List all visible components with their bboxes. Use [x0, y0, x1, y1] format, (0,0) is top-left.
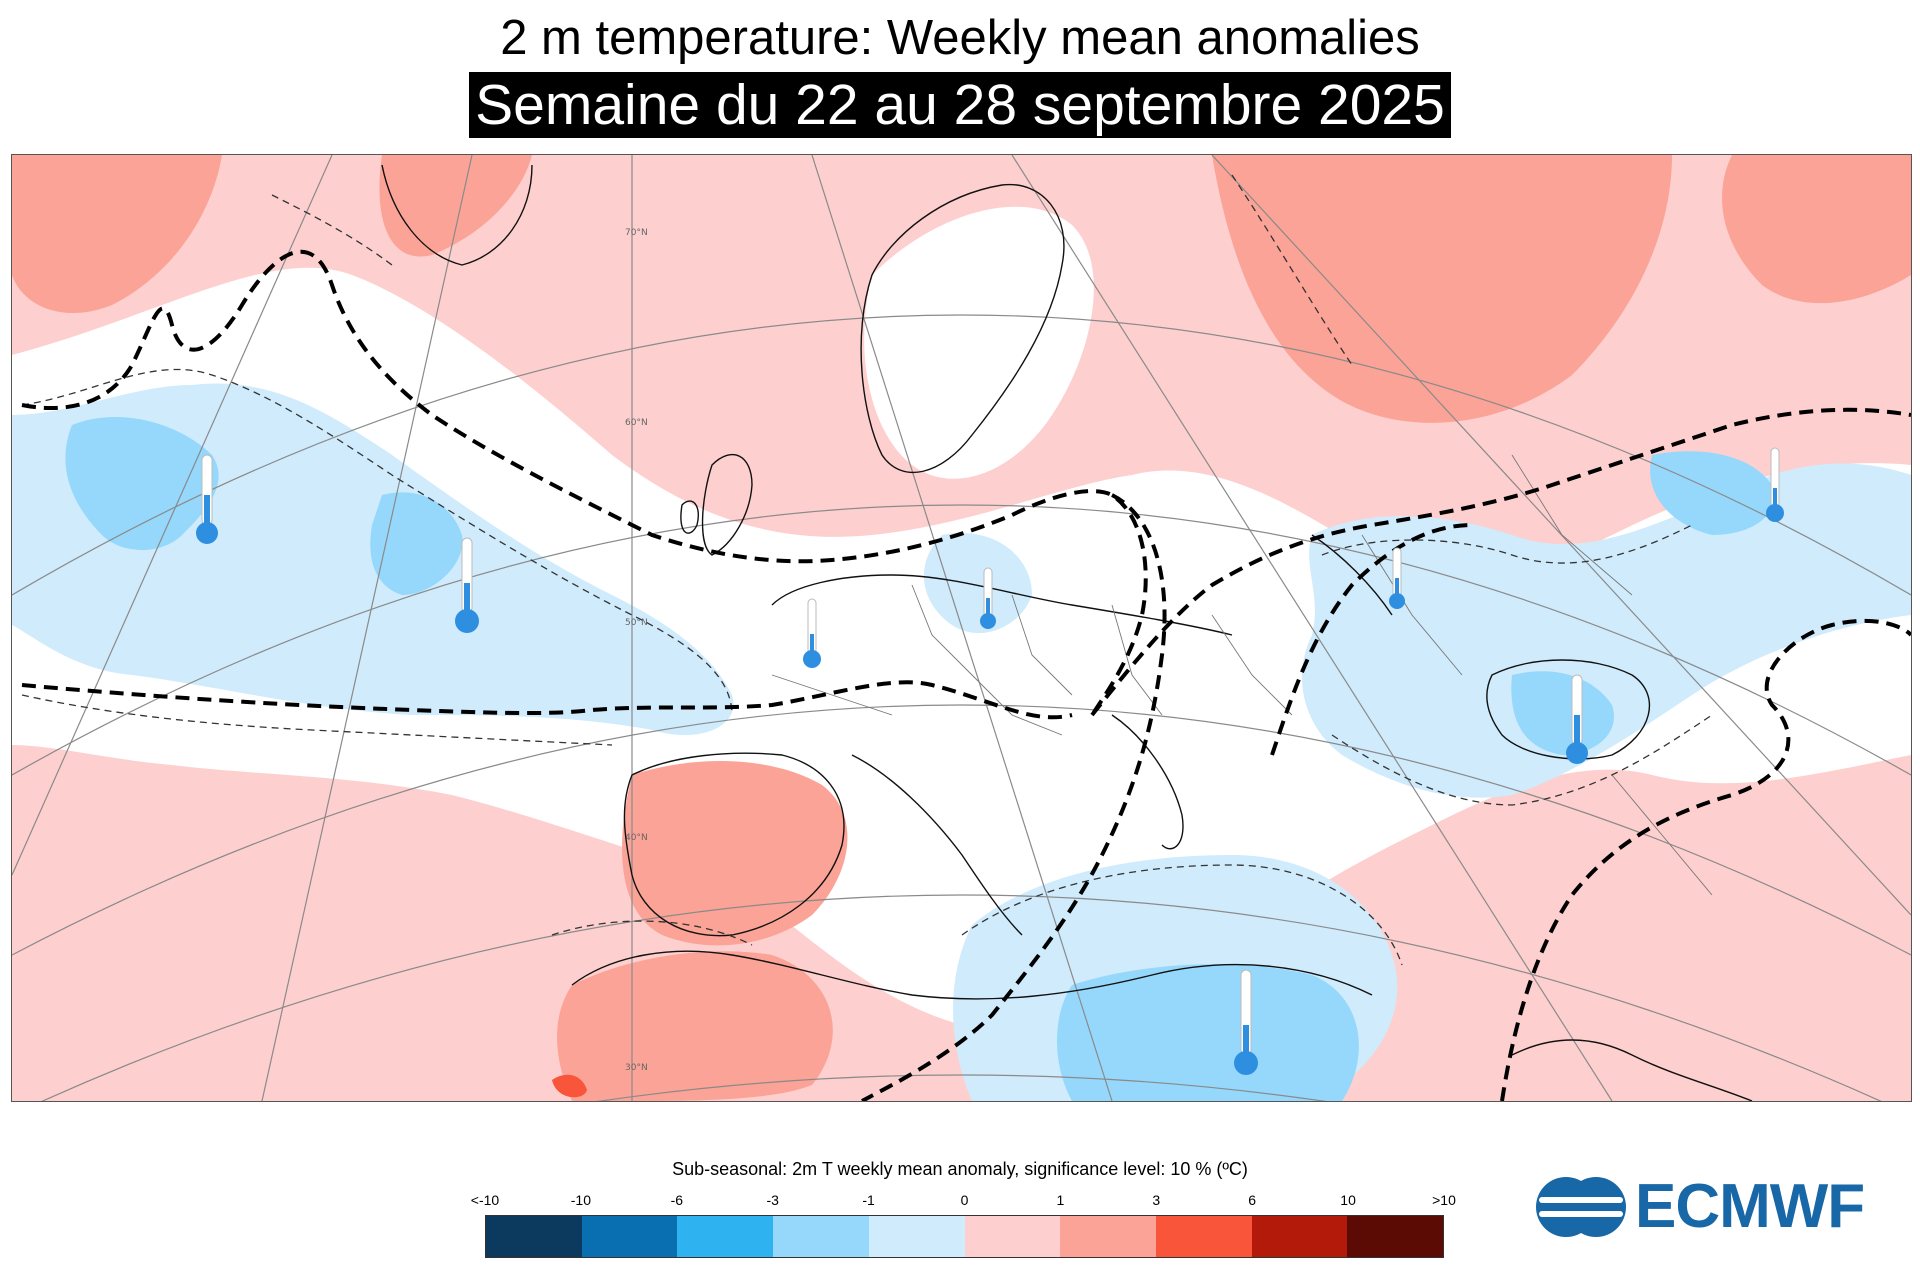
thermometer-cold-icon — [980, 567, 996, 629]
legend-tick: <-10 — [470, 1192, 500, 1208]
warm-region-siberia — [1722, 155, 1911, 304]
lat-label-40: 40°N — [625, 833, 648, 843]
ecmwf-logo-text: ECMWF — [1635, 1172, 1865, 1241]
warm-region-canada — [12, 155, 222, 314]
legend-tick: -10 — [570, 1192, 592, 1208]
legend-swatch — [964, 1216, 1061, 1257]
neutral-region-scandinavia — [864, 206, 1094, 479]
lat-label-60: 60°N — [625, 418, 648, 428]
legend-tick: -6 — [670, 1192, 684, 1208]
graticule — [12, 155, 1911, 1101]
warm-region-morocco — [557, 951, 833, 1101]
warm-region-sahara — [552, 1074, 587, 1098]
legend-colorbar — [485, 1215, 1444, 1258]
map-subtitle: Semaine du 22 au 28 septembre 2025 — [469, 72, 1451, 138]
thermometer-cold-icon — [1766, 447, 1784, 522]
cold-region-atlantic-core-2 — [370, 492, 463, 595]
anomaly-map: 70°N 60°N 50°N 40°N 30°N — [11, 154, 1912, 1102]
ecmwf-logo: ECMWF — [1535, 1172, 1895, 1242]
warm-region-middle-east — [1534, 842, 1911, 1101]
significance-contours — [21, 174, 1713, 966]
thermometer-cold-icon — [1234, 969, 1258, 1075]
warm-region-greenland — [379, 155, 532, 257]
lat-label-30: 30°N — [625, 1063, 648, 1073]
legend-tick: >10 — [1432, 1192, 1456, 1208]
subtitle-wrapper: Semaine du 22 au 28 septembre 2025 — [0, 72, 1920, 138]
thermometer-cold-icon — [1566, 674, 1588, 764]
cold-region-east — [1302, 463, 1911, 798]
thermometer-cold-icon — [455, 537, 479, 633]
legend-tick: 3 — [1152, 1192, 1161, 1208]
neutral-region-north — [12, 267, 1911, 1036]
legend-swatch — [1060, 1216, 1156, 1257]
lat-label-50: 50°N — [625, 618, 648, 628]
legend-tick: -1 — [862, 1192, 875, 1208]
cold-region-black-sea — [1511, 671, 1614, 755]
lat-label-70: 70°N — [625, 228, 648, 238]
legend-swatch — [868, 1216, 965, 1257]
thermometer-cold-icon — [803, 598, 821, 668]
legend-swatch — [1347, 1216, 1444, 1257]
map-canvas: 70°N 60°N 50°N 40°N 30°N — [12, 155, 1911, 1101]
legend-swatch — [1155, 1216, 1252, 1257]
cold-region-central-europe — [923, 533, 1032, 634]
thermometer-cold-icon — [196, 454, 218, 544]
cold-region-urals — [1650, 451, 1774, 535]
warm-region-iberia — [622, 761, 848, 946]
legend-tick: 6 — [1248, 1192, 1257, 1208]
map-title: 2 m temperature: Weekly mean anomalies — [500, 11, 1420, 65]
legend-tick: -3 — [766, 1192, 779, 1208]
cold-region-atlantic-core — [65, 416, 219, 550]
legend-swatch — [486, 1216, 582, 1257]
legend-tick: 1 — [1056, 1192, 1065, 1208]
thermometer-cold-icon — [1389, 547, 1405, 609]
legend-swatch — [581, 1216, 678, 1257]
ecmwf-logo-icon — [1536, 1177, 1626, 1237]
legend-swatch — [677, 1216, 774, 1257]
legend-ticks: <-10 -10 -6 -3 -1 0 1 3 6 10 >10 — [471, 1191, 1456, 1209]
anomaly-boundaries — [21, 249, 1911, 1101]
legend-tick: 0 — [960, 1192, 969, 1208]
legend-title: Sub-seasonal: 2m T weekly mean anomaly, … — [672, 1159, 1248, 1179]
thermometer-icons — [196, 447, 1784, 1075]
legend-swatch — [1251, 1216, 1348, 1257]
cold-region-north-africa-core — [1057, 964, 1359, 1101]
legend-tick: 10 — [1340, 1192, 1356, 1208]
legend-swatch — [773, 1216, 869, 1257]
